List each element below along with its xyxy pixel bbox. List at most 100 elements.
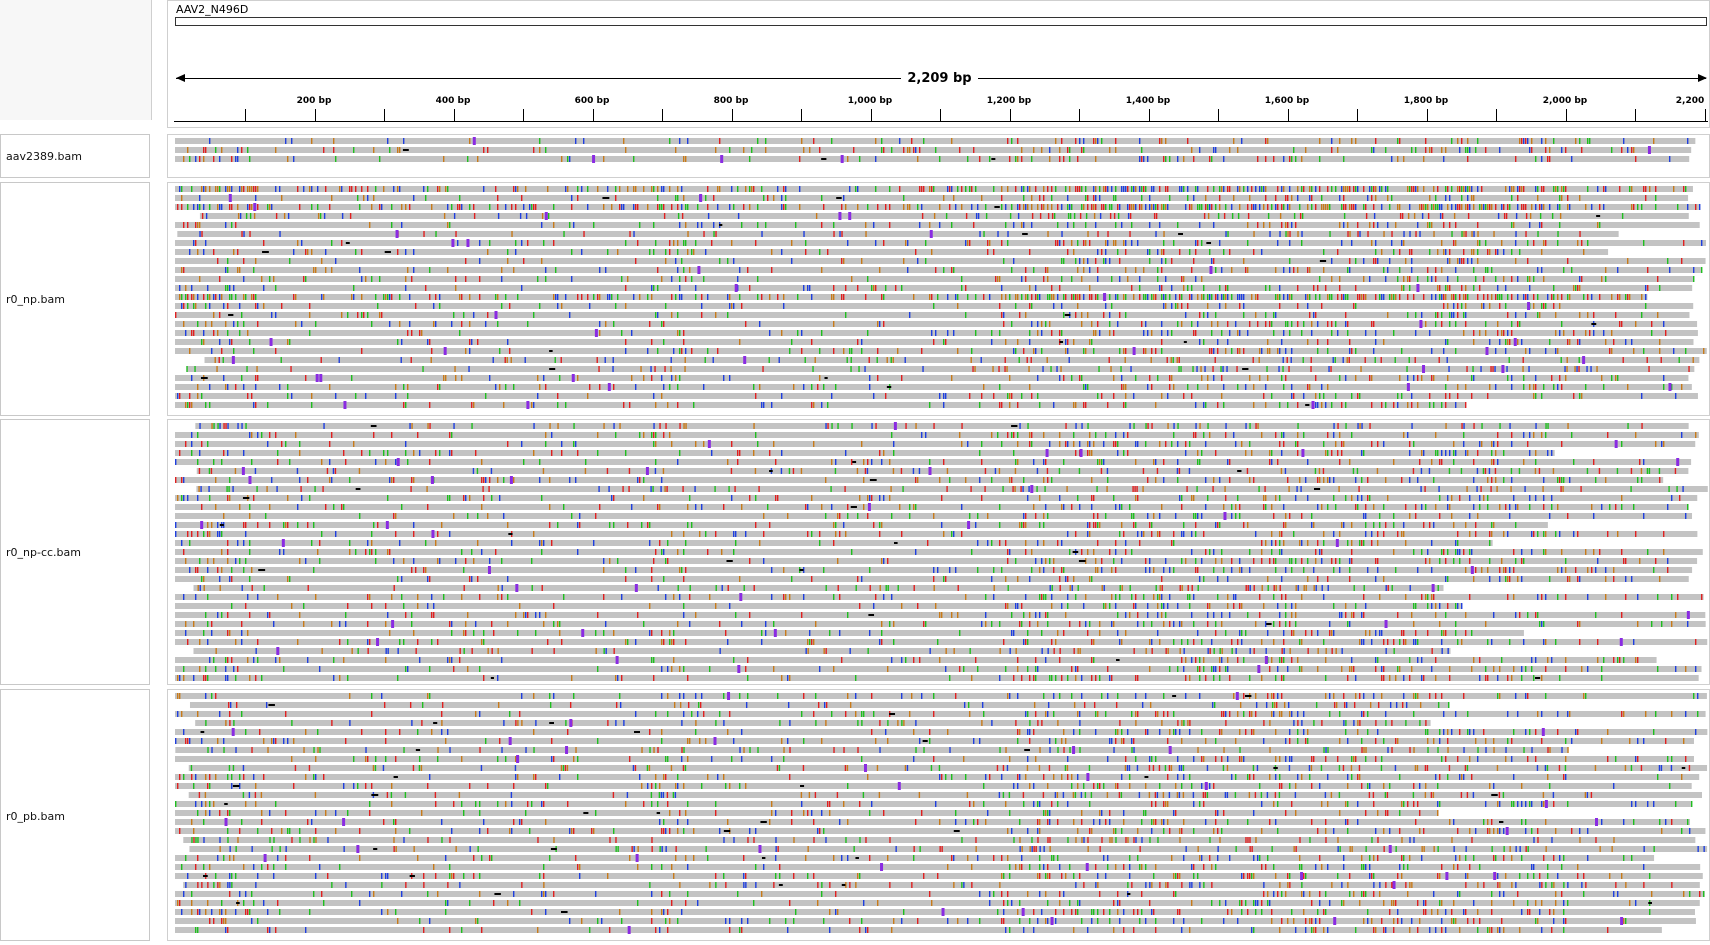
mismatch-base	[1209, 432, 1211, 438]
mismatch-base	[1539, 222, 1541, 228]
mismatch-base	[833, 321, 835, 327]
mismatch-base	[791, 339, 793, 345]
mismatch-base	[719, 186, 721, 192]
track-name-r0-np-cc[interactable]: r0_np-cc.bam	[0, 419, 150, 685]
mismatch-base	[731, 303, 733, 309]
mismatch-base	[501, 303, 503, 309]
mismatch-base	[694, 486, 696, 492]
mismatch-base	[793, 384, 795, 390]
mismatch-base	[197, 393, 199, 399]
mismatch-base	[237, 249, 239, 255]
mismatch-base	[1021, 222, 1023, 228]
mismatch-base	[1494, 366, 1496, 372]
mismatch-base	[635, 384, 637, 390]
mismatch-base	[231, 186, 233, 192]
mismatch-base	[1207, 423, 1209, 429]
mismatch-base	[749, 156, 751, 162]
mismatch-base	[613, 495, 615, 501]
track-name-r0-pb[interactable]: r0_pb.bam	[0, 689, 150, 941]
mismatch-base	[911, 138, 913, 144]
mismatch-base	[1171, 375, 1173, 381]
mismatch-base	[1317, 402, 1319, 408]
mismatch-base	[1205, 504, 1207, 510]
mismatch-base	[1481, 204, 1483, 210]
mismatch-base	[199, 585, 201, 591]
mismatch-base	[611, 204, 613, 210]
alignment-track-r0-np-cc[interactable]	[167, 419, 1710, 685]
mismatch-base	[1203, 531, 1205, 537]
mismatch-base	[1141, 531, 1143, 537]
mismatch-base	[1443, 549, 1445, 555]
mismatch-base	[1648, 366, 1650, 372]
mismatch-base	[345, 612, 347, 618]
mismatch-base	[187, 147, 189, 153]
mismatch-base	[1646, 357, 1648, 363]
mismatch-base	[1029, 249, 1031, 255]
mismatch-base	[1351, 612, 1353, 618]
mismatch-base	[1555, 348, 1557, 354]
track-name-r0-np[interactable]: r0_np.bam	[0, 182, 150, 416]
mismatch-base	[439, 450, 441, 456]
mismatch-base	[545, 384, 547, 390]
mismatch-base	[1015, 294, 1017, 300]
mismatch-base	[1381, 186, 1383, 192]
chromosome-ideogram[interactable]	[175, 17, 1707, 26]
mismatch-base	[1197, 294, 1199, 300]
mismatch-base	[503, 513, 505, 519]
mismatch-base	[1631, 147, 1633, 153]
mismatch-base	[1673, 348, 1675, 354]
track-name-aav2389[interactable]: aav2389.bam	[0, 134, 150, 178]
mismatch-base	[1271, 204, 1273, 210]
mismatch-base	[661, 186, 663, 192]
mismatch-base	[303, 186, 305, 192]
mismatch-base	[1483, 495, 1485, 501]
mismatch-base	[757, 276, 759, 282]
ruler-tick-label: 1,200 bp	[986, 96, 1032, 106]
mismatch-base	[1613, 576, 1615, 582]
mismatch-base	[763, 558, 765, 564]
mismatch-base	[179, 393, 181, 399]
mismatch-base	[1133, 186, 1135, 192]
mismatch-base	[1387, 312, 1389, 318]
mismatch-base	[1327, 348, 1329, 354]
mismatch-base	[237, 267, 239, 273]
mismatch-base	[217, 258, 219, 264]
mismatch-base	[571, 513, 573, 519]
mismatch-base	[1313, 585, 1315, 591]
mismatch-base	[1247, 585, 1249, 591]
mismatch-base	[1066, 486, 1068, 492]
mismatch-base	[489, 204, 491, 210]
mismatch-base	[237, 540, 239, 546]
mismatch-base	[665, 423, 667, 429]
mismatch-base	[488, 486, 490, 492]
mismatch-base	[265, 513, 267, 519]
mismatch-base	[875, 423, 877, 429]
alignment-track-aav2389[interactable]	[167, 134, 1710, 178]
mismatch-base	[1121, 384, 1123, 390]
mismatch-base	[1225, 495, 1227, 501]
mismatch-base	[1125, 240, 1127, 246]
mismatch-base	[1035, 348, 1037, 354]
mismatch-base	[649, 603, 651, 609]
mismatch-base	[1659, 285, 1661, 291]
mismatch-base	[1093, 522, 1095, 528]
alignment-track-r0-np[interactable]	[167, 182, 1710, 416]
mismatch-base	[1287, 222, 1289, 228]
mismatch-base	[1171, 330, 1173, 336]
mismatch-base	[1363, 585, 1365, 591]
mismatch-base	[565, 402, 567, 408]
mismatch-base	[677, 402, 679, 408]
mismatch-base	[1301, 213, 1304, 219]
insertion-marker	[269, 338, 273, 346]
mismatch-base	[181, 186, 183, 192]
mismatch-base	[1209, 249, 1211, 255]
mismatch-base	[1282, 366, 1284, 372]
mismatch-base	[669, 186, 671, 192]
mismatch-base	[1509, 339, 1511, 345]
mismatch-base	[813, 441, 815, 447]
mismatch-base	[1147, 612, 1149, 618]
mismatch-base	[1091, 321, 1093, 327]
mismatch-base	[753, 585, 755, 591]
mismatch-base	[1593, 330, 1595, 336]
mismatch-base	[437, 186, 439, 192]
